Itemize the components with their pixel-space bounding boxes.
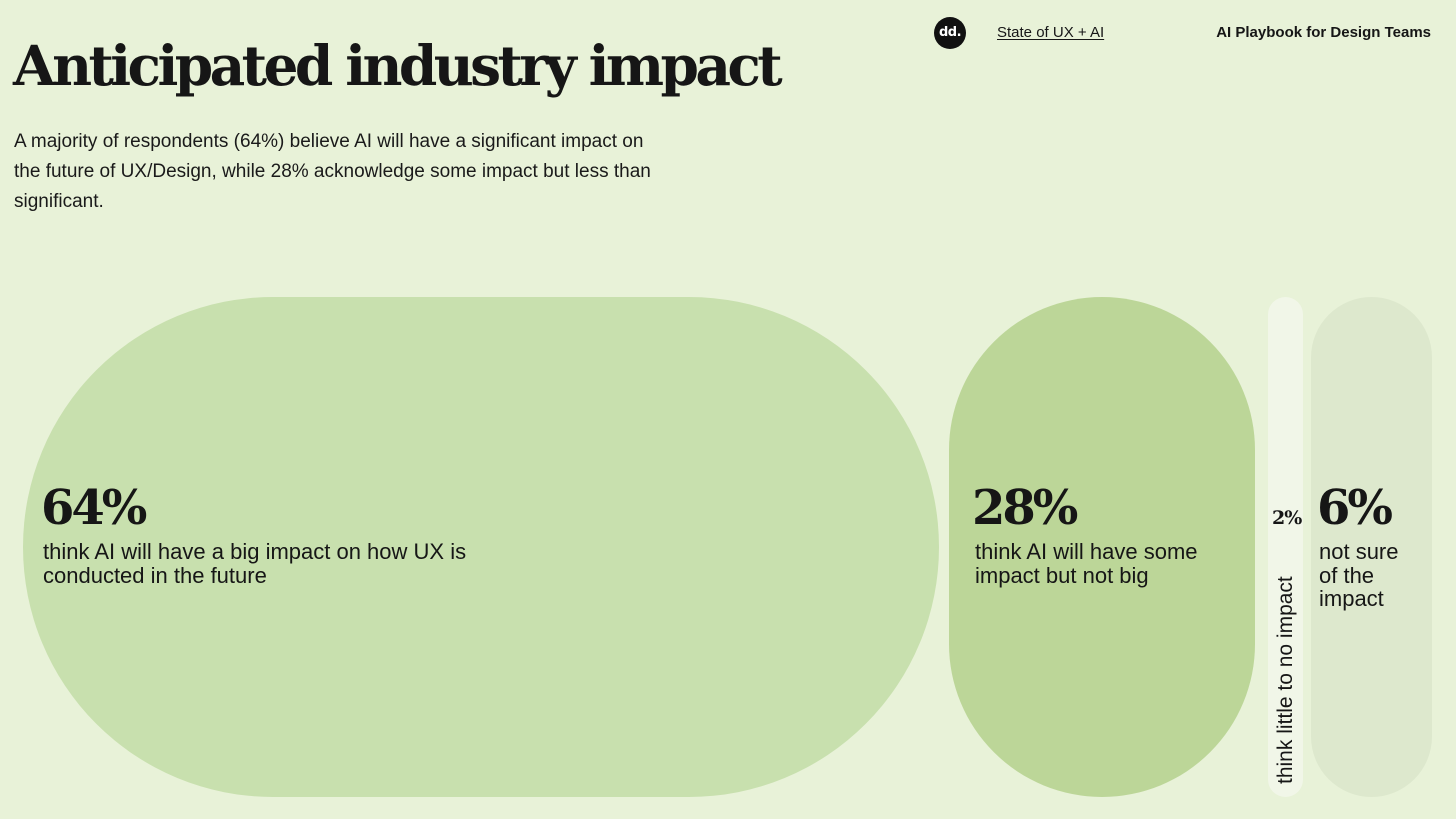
- doc-title: AI Playbook for Design Teams: [1216, 24, 1431, 41]
- bar-little-impact: [1268, 297, 1303, 797]
- logo[interactable]: dd.: [934, 17, 966, 49]
- value-label-big-impact: 64%: [41, 480, 147, 536]
- page-subtitle: A majority of respondents (64%) believe …: [14, 131, 651, 212]
- value-label-not-sure: 6%: [1317, 480, 1393, 536]
- bar-big-impact: [23, 297, 939, 797]
- category-label-not-sure: not sure of the impact: [1319, 539, 1399, 611]
- page-title: Anticipated industry impact: [13, 33, 783, 98]
- bar-not-sure: [1311, 297, 1432, 797]
- category-label-big-impact: think AI will have a big impact on how U…: [43, 539, 467, 588]
- nav-link-state-of-ux-ai[interactable]: State of UX + AI: [997, 24, 1105, 41]
- value-label-some-impact: 28%: [972, 480, 1078, 536]
- value-label-little-impact: 2%: [1272, 507, 1302, 529]
- bar-some-impact: [949, 297, 1255, 797]
- category-label-little-impact: think little to no impact: [1274, 576, 1297, 784]
- category-label-some-impact: think AI will have some impact but not b…: [975, 539, 1198, 588]
